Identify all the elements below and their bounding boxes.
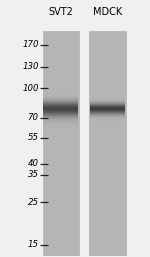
- Text: SVT2: SVT2: [48, 7, 73, 17]
- Text: 170: 170: [22, 40, 39, 49]
- Text: 25: 25: [28, 198, 39, 207]
- Bar: [43, 31, 79, 256]
- Text: 40: 40: [28, 159, 39, 168]
- Text: 100: 100: [22, 84, 39, 93]
- Text: 35: 35: [28, 170, 39, 179]
- Text: 130: 130: [22, 62, 39, 71]
- Text: 15: 15: [28, 240, 39, 249]
- Text: MDCK: MDCK: [93, 7, 122, 17]
- Bar: [90, 31, 126, 256]
- Text: 70: 70: [28, 113, 39, 122]
- Text: 55: 55: [28, 133, 39, 142]
